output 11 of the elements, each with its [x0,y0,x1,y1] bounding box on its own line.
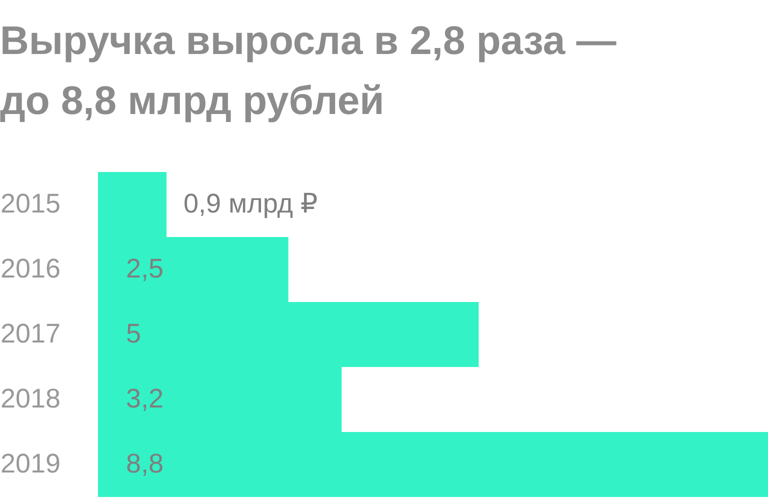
data-label: 5 [126,318,142,348]
y-tick-label: 2015 [0,188,61,218]
chart-title: Выручка выросла в 2,8 раза — до 8,8 млрд рублей [0,19,616,123]
data-label: 0,9 млрд ₽ [184,188,318,218]
data-label: 8,8 [126,448,164,478]
y-tick-label: 2017 [0,318,61,348]
y-tick-label: 2019 [0,448,61,478]
y-tick-label: 2016 [0,254,61,284]
y-tick-label: 2018 [0,384,61,414]
data-label: 3,2 [126,384,164,414]
data-label: 2,5 [126,254,164,284]
